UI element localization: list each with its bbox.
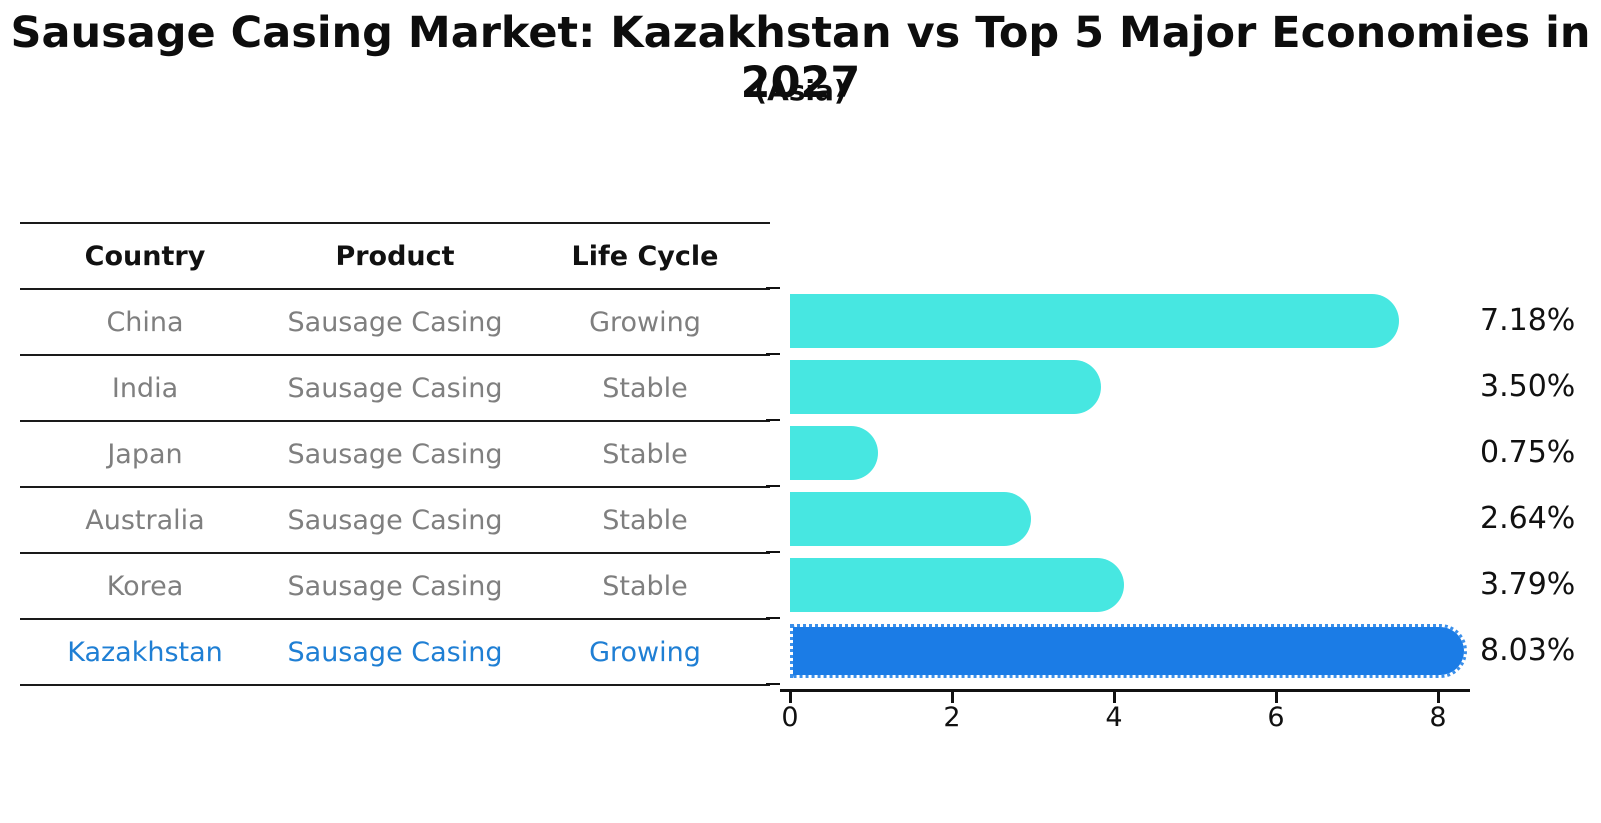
cell-life-cycle: Stable bbox=[602, 504, 688, 536]
bar-value-label: 3.50% bbox=[1480, 369, 1576, 404]
x-tick-label: 2 bbox=[943, 702, 961, 733]
table-row: Japan Sausage Casing Stable bbox=[20, 422, 770, 488]
cell-country: China bbox=[106, 306, 184, 338]
cell-product: Sausage Casing bbox=[287, 306, 503, 338]
x-tick-label: 4 bbox=[1105, 702, 1123, 733]
cell-life-cycle: Growing bbox=[589, 306, 701, 338]
cell-country: Japan bbox=[107, 438, 183, 470]
figure-title: Sausage Casing Market: Kazakhstan vs Top… bbox=[10, 8, 1591, 108]
bar-kazakhstan bbox=[790, 624, 1467, 678]
x-axis-line bbox=[780, 689, 1470, 692]
table-header-lifecycle: Life Cycle bbox=[571, 240, 719, 272]
y-tick-mark bbox=[766, 683, 780, 685]
table-row: Kazakhstan Sausage Casing Growing bbox=[20, 620, 770, 686]
x-tick-label: 0 bbox=[781, 702, 799, 733]
x-tick-label: 6 bbox=[1267, 702, 1285, 733]
cell-product: Sausage Casing bbox=[287, 372, 503, 404]
bar-japan bbox=[790, 426, 878, 480]
cell-country: Australia bbox=[85, 504, 205, 536]
bar-value-label: 7.18% bbox=[1480, 303, 1576, 338]
cell-life-cycle: Stable bbox=[602, 438, 688, 470]
y-tick-mark bbox=[766, 617, 780, 619]
cell-product: Sausage Casing bbox=[287, 438, 503, 470]
cell-product: Sausage Casing bbox=[287, 636, 503, 668]
bar-value-label: 0.75% bbox=[1480, 435, 1576, 470]
bar-value-label: 3.79% bbox=[1480, 567, 1576, 602]
figure-subtitle: (Asia) bbox=[754, 74, 847, 107]
table-body: China Sausage Casing Growing India Sausage C… bbox=[20, 290, 770, 686]
bar-china bbox=[790, 294, 1399, 348]
table-header-row: Country Product Life Cycle bbox=[20, 224, 770, 290]
cell-life-cycle: Stable bbox=[602, 372, 688, 404]
bar-korea bbox=[790, 558, 1124, 612]
y-tick-mark bbox=[766, 485, 780, 487]
country-table: Country Product Life Cycle China Sausage … bbox=[20, 222, 770, 686]
table-row: India Sausage Casing Stable bbox=[20, 356, 770, 422]
y-tick-mark bbox=[766, 551, 780, 553]
cell-life-cycle: Growing bbox=[589, 636, 701, 668]
table-row: China Sausage Casing Growing bbox=[20, 290, 770, 356]
table-row: Australia Sausage Casing Stable bbox=[20, 488, 770, 554]
bar-value-label: 2.64% bbox=[1480, 501, 1576, 536]
x-tick-mark bbox=[789, 692, 792, 703]
x-tick-mark bbox=[951, 692, 954, 703]
x-tick-mark bbox=[1113, 692, 1116, 703]
x-tick-label: 8 bbox=[1429, 702, 1447, 733]
table-row: Korea Sausage Casing Stable bbox=[20, 554, 770, 620]
cell-country: India bbox=[111, 372, 179, 404]
bar-india bbox=[790, 360, 1101, 414]
cell-life-cycle: Stable bbox=[602, 570, 688, 602]
bar-australia bbox=[790, 492, 1031, 546]
x-tick-mark bbox=[1437, 692, 1440, 703]
cell-product: Sausage Casing bbox=[287, 504, 503, 536]
table-header-product: Product bbox=[335, 240, 455, 272]
y-tick-mark bbox=[766, 287, 780, 289]
bar-value-label: 8.03% bbox=[1480, 633, 1576, 668]
cell-product: Sausage Casing bbox=[287, 570, 503, 602]
y-tick-mark bbox=[766, 353, 780, 355]
cell-country: Kazakhstan bbox=[67, 636, 223, 668]
y-tick-mark bbox=[766, 419, 780, 421]
x-tick-mark bbox=[1275, 692, 1278, 703]
table-header-country: Country bbox=[84, 240, 206, 272]
cell-country: Korea bbox=[106, 570, 184, 602]
